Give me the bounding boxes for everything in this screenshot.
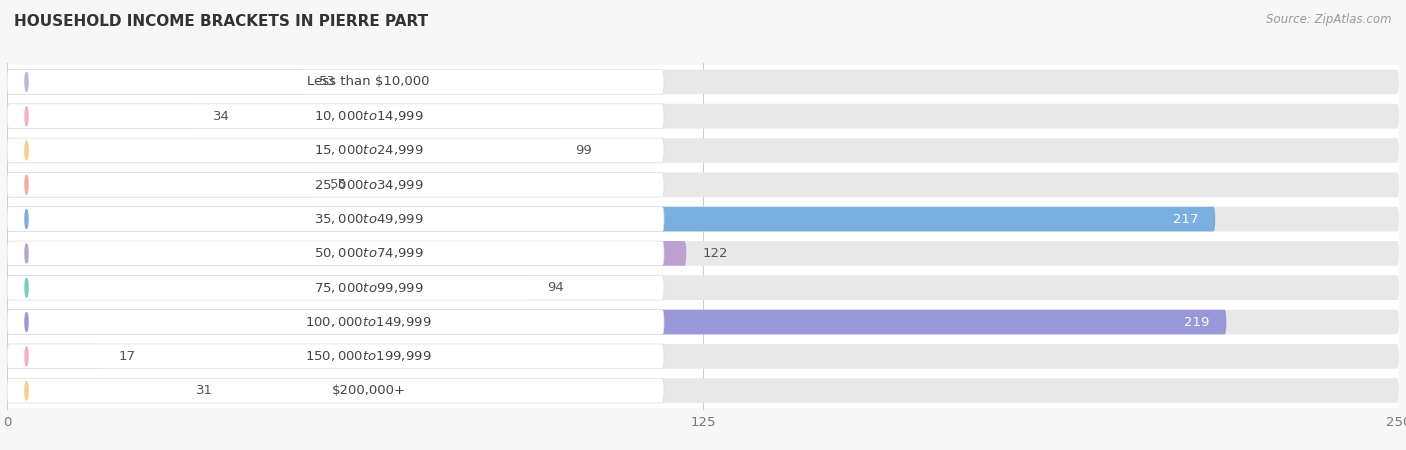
FancyBboxPatch shape xyxy=(7,310,1226,334)
Text: 17: 17 xyxy=(118,350,135,363)
FancyBboxPatch shape xyxy=(7,270,1399,305)
Circle shape xyxy=(25,210,28,229)
Circle shape xyxy=(25,244,28,263)
FancyBboxPatch shape xyxy=(7,69,1399,94)
Text: 53: 53 xyxy=(319,75,336,88)
FancyBboxPatch shape xyxy=(7,172,1399,197)
Circle shape xyxy=(25,347,28,366)
FancyBboxPatch shape xyxy=(7,275,1399,300)
FancyBboxPatch shape xyxy=(7,207,1215,231)
Text: 99: 99 xyxy=(575,144,592,157)
FancyBboxPatch shape xyxy=(7,207,1399,231)
FancyBboxPatch shape xyxy=(7,69,302,94)
FancyBboxPatch shape xyxy=(7,138,1399,163)
FancyBboxPatch shape xyxy=(7,172,664,197)
Circle shape xyxy=(25,141,28,160)
Text: HOUSEHOLD INCOME BRACKETS IN PIERRE PART: HOUSEHOLD INCOME BRACKETS IN PIERRE PART xyxy=(14,14,429,28)
Text: 31: 31 xyxy=(197,384,214,397)
Circle shape xyxy=(25,176,28,194)
Text: $15,000 to $24,999: $15,000 to $24,999 xyxy=(314,144,423,158)
FancyBboxPatch shape xyxy=(7,69,664,94)
Text: 55: 55 xyxy=(330,178,347,191)
FancyBboxPatch shape xyxy=(7,241,686,266)
Text: 122: 122 xyxy=(703,247,728,260)
FancyBboxPatch shape xyxy=(7,378,180,403)
Circle shape xyxy=(25,72,28,91)
Text: $35,000 to $49,999: $35,000 to $49,999 xyxy=(314,212,423,226)
Text: $150,000 to $199,999: $150,000 to $199,999 xyxy=(305,349,432,363)
FancyBboxPatch shape xyxy=(7,344,1399,369)
Circle shape xyxy=(25,107,28,126)
FancyBboxPatch shape xyxy=(7,99,1399,133)
FancyBboxPatch shape xyxy=(7,104,197,129)
FancyBboxPatch shape xyxy=(7,378,664,403)
FancyBboxPatch shape xyxy=(7,138,558,163)
FancyBboxPatch shape xyxy=(7,138,664,163)
FancyBboxPatch shape xyxy=(7,236,1399,270)
FancyBboxPatch shape xyxy=(7,275,530,300)
Text: $25,000 to $34,999: $25,000 to $34,999 xyxy=(314,178,423,192)
FancyBboxPatch shape xyxy=(7,241,1399,266)
FancyBboxPatch shape xyxy=(7,168,1399,202)
FancyBboxPatch shape xyxy=(7,374,1399,408)
Text: $200,000+: $200,000+ xyxy=(332,384,405,397)
Text: 34: 34 xyxy=(214,110,231,123)
Text: 94: 94 xyxy=(547,281,564,294)
FancyBboxPatch shape xyxy=(7,339,1399,374)
FancyBboxPatch shape xyxy=(7,207,664,231)
Circle shape xyxy=(25,313,28,331)
Text: $75,000 to $99,999: $75,000 to $99,999 xyxy=(314,281,423,295)
FancyBboxPatch shape xyxy=(7,305,1399,339)
FancyBboxPatch shape xyxy=(7,310,664,334)
Circle shape xyxy=(25,278,28,297)
Text: 217: 217 xyxy=(1173,212,1198,225)
FancyBboxPatch shape xyxy=(7,65,1399,99)
FancyBboxPatch shape xyxy=(7,104,1399,129)
FancyBboxPatch shape xyxy=(7,104,664,129)
Text: Source: ZipAtlas.com: Source: ZipAtlas.com xyxy=(1267,14,1392,27)
FancyBboxPatch shape xyxy=(7,344,101,369)
FancyBboxPatch shape xyxy=(7,310,1399,334)
Text: $50,000 to $74,999: $50,000 to $74,999 xyxy=(314,247,423,261)
FancyBboxPatch shape xyxy=(7,344,664,369)
FancyBboxPatch shape xyxy=(7,241,664,266)
FancyBboxPatch shape xyxy=(7,133,1399,168)
Text: 219: 219 xyxy=(1184,315,1209,328)
FancyBboxPatch shape xyxy=(7,378,1399,403)
FancyBboxPatch shape xyxy=(7,202,1399,236)
Text: Less than $10,000: Less than $10,000 xyxy=(307,75,430,88)
FancyBboxPatch shape xyxy=(7,275,664,300)
Text: $10,000 to $14,999: $10,000 to $14,999 xyxy=(314,109,423,123)
FancyBboxPatch shape xyxy=(7,172,314,197)
Text: $100,000 to $149,999: $100,000 to $149,999 xyxy=(305,315,432,329)
Circle shape xyxy=(25,381,28,400)
